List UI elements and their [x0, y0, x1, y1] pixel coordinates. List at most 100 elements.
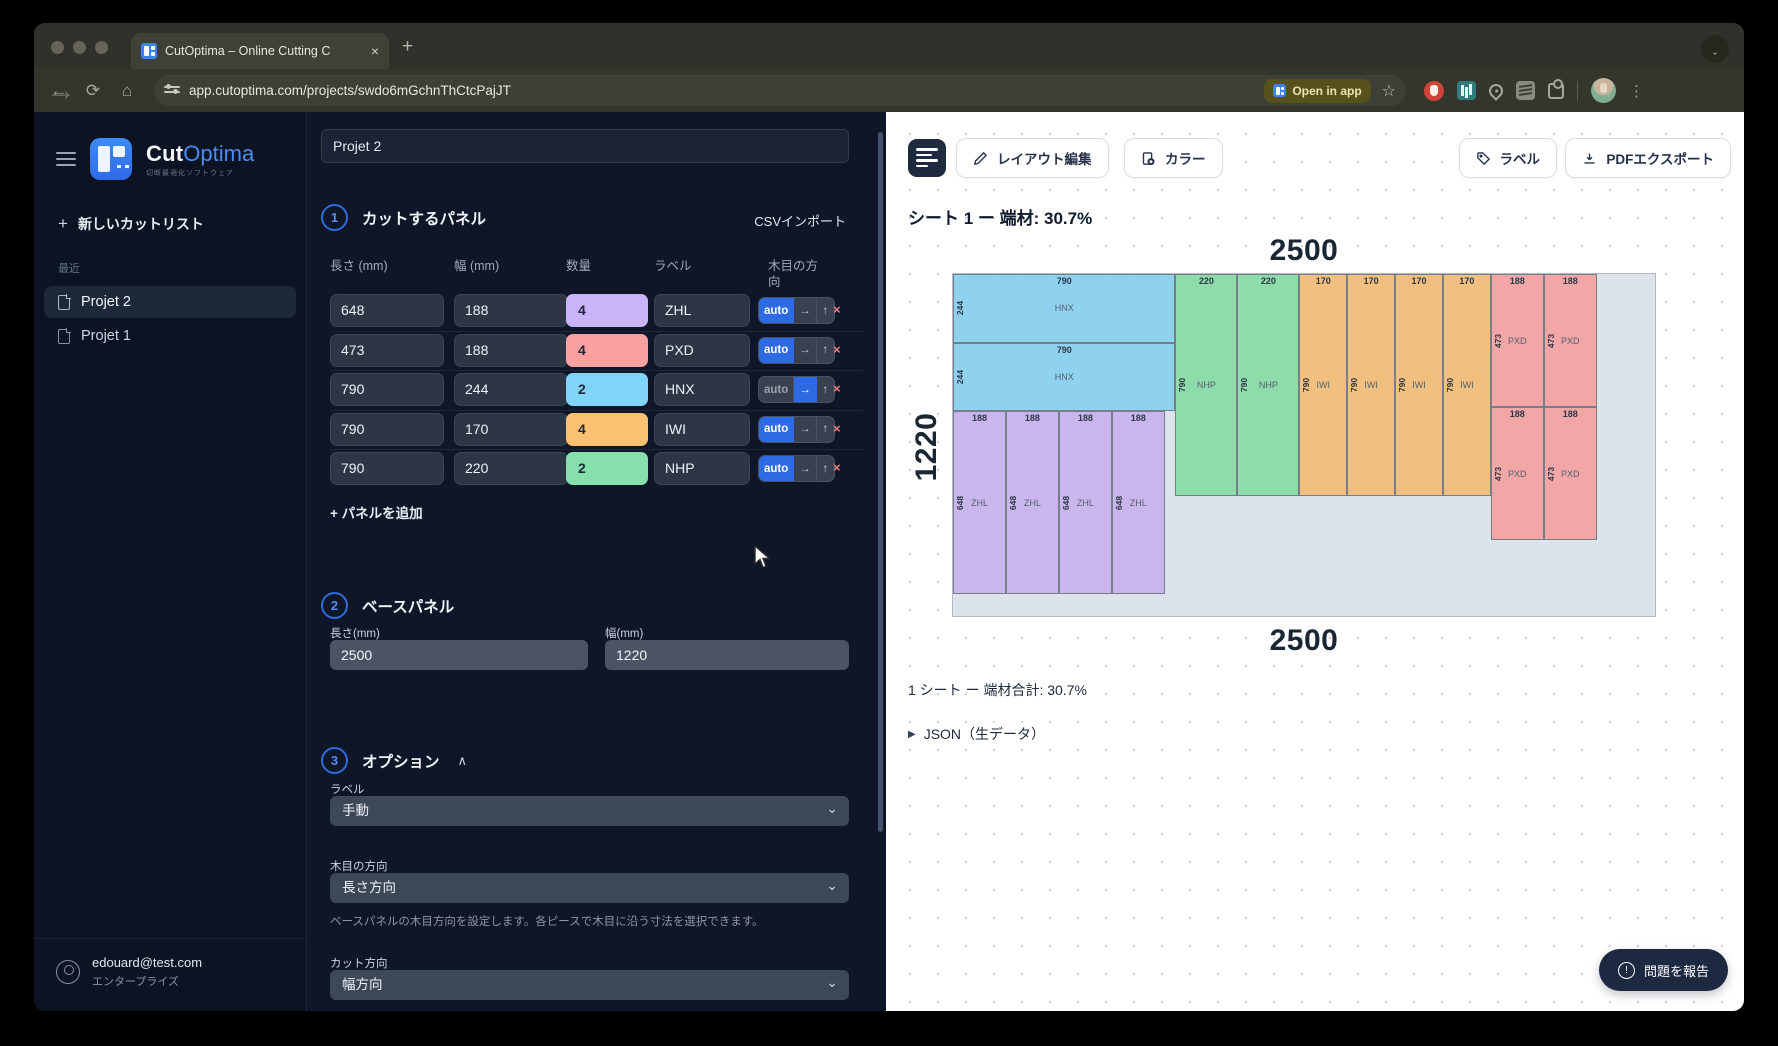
extension-icon[interactable]: [1457, 81, 1476, 100]
cut-piece-zhl[interactable]: 188 648 ZHL: [1111, 411, 1165, 594]
cut-piece-zhl[interactable]: 188 648 ZHL: [1005, 411, 1059, 594]
grain-horizontal-segment[interactable]: →: [794, 337, 817, 363]
delete-row-icon[interactable]: ×: [833, 341, 841, 357]
cut-piece-pxd[interactable]: 188 473 PXD: [1490, 407, 1544, 541]
active-tab[interactable]: CutOptima – Online Cutting C ×: [131, 33, 389, 69]
grain-auto-segment[interactable]: auto: [759, 377, 795, 402]
grain-horizontal-segment[interactable]: →: [794, 298, 817, 323]
quantity-input[interactable]: 2: [566, 452, 648, 485]
toggle-list-view-button[interactable]: [908, 139, 946, 177]
delete-row-icon[interactable]: ×: [833, 381, 841, 396]
grain-auto-segment[interactable]: auto: [759, 416, 795, 442]
width-input[interactable]: 188: [454, 333, 568, 367]
minimize-window-button[interactable]: [73, 41, 86, 54]
pdf-export-button[interactable]: PDFエクスポート: [1565, 138, 1731, 178]
cut-piece-hnx[interactable]: 790 244 HNX: [953, 342, 1176, 412]
layers-extension-icon[interactable]: [1516, 81, 1535, 100]
length-input[interactable]: 648: [330, 294, 444, 327]
grain-vertical-segment[interactable]: ↑: [822, 344, 829, 356]
cut-piece-iwi[interactable]: 170 790 IWI: [1442, 274, 1491, 497]
site-settings-icon[interactable]: [164, 83, 180, 99]
window-controls[interactable]: [51, 41, 108, 54]
zoom-window-button[interactable]: [95, 41, 108, 54]
collapse-chevron-icon[interactable]: ∧: [457, 752, 468, 768]
grain-auto-segment[interactable]: auto: [759, 456, 795, 481]
hamburger-menu-icon[interactable]: [56, 148, 76, 170]
cut-direction-select[interactable]: 幅方向: [330, 967, 849, 1000]
add-panel-button[interactable]: + パネルを追加: [330, 506, 423, 521]
user-account[interactable]: edouard@test.com エンタープライズ: [34, 938, 306, 1011]
browser-menu-icon[interactable]: ⋮: [1629, 82, 1644, 100]
reload-button[interactable]: ⟳: [85, 80, 101, 100]
cut-piece-iwi[interactable]: 170 790 IWI: [1347, 274, 1396, 497]
cut-piece-hnx[interactable]: 790 244 HNX: [953, 274, 1176, 343]
label-input[interactable]: NHP: [654, 452, 750, 485]
tab-close-icon[interactable]: ×: [370, 43, 379, 59]
grain-vertical-segment[interactable]: ↑: [822, 423, 829, 435]
grain-auto-segment[interactable]: auto: [759, 337, 795, 363]
quantity-input[interactable]: 4: [566, 294, 648, 327]
csv-import-link[interactable]: CSVインポート: [754, 214, 846, 229]
layout-edit-button[interactable]: レイアウト編集: [956, 138, 1109, 178]
color-button[interactable]: カラー: [1124, 138, 1223, 178]
width-input[interactable]: 188: [454, 294, 568, 327]
delete-row-icon[interactable]: ×: [833, 302, 841, 317]
grain-horizontal-segment[interactable]: →: [794, 416, 817, 442]
width-input[interactable]: 244: [454, 373, 568, 406]
cut-piece-pxd[interactable]: 188 473 PXD: [1543, 274, 1597, 408]
grain-horizontal-segment[interactable]: →: [794, 377, 817, 402]
length-input[interactable]: 790: [330, 452, 444, 485]
grain-horizontal-segment[interactable]: →: [794, 456, 817, 481]
open-in-app-button[interactable]: Open in app: [1264, 78, 1371, 103]
grain-vertical-segment[interactable]: ↑: [822, 304, 829, 317]
sidebar-project-item[interactable]: Projet 1: [44, 320, 296, 352]
length-input[interactable]: 790: [330, 412, 444, 446]
cut-piece-iwi[interactable]: 170 790 IWI: [1299, 274, 1348, 497]
base-length-input[interactable]: 2500: [330, 640, 588, 670]
base-width-input[interactable]: 1220: [605, 640, 849, 670]
grain-direction-toggle[interactable]: auto → ↑: [758, 415, 835, 443]
labels-button[interactable]: ラベル: [1458, 138, 1557, 178]
url-text[interactable]: app.cutoptima.com/projects/swdo6mGchnThC…: [189, 83, 511, 98]
close-window-button[interactable]: [51, 41, 64, 54]
delete-row-icon[interactable]: ×: [833, 460, 841, 475]
grain-direction-toggle[interactable]: auto → ↑: [758, 336, 835, 364]
extensions-puzzle-icon[interactable]: [1548, 78, 1564, 99]
width-input[interactable]: 220: [454, 452, 568, 485]
label-input[interactable]: IWI: [654, 412, 750, 446]
grain-direction-toggle[interactable]: auto → ↑: [758, 455, 835, 482]
cut-piece-nhp[interactable]: 220 790 NHP: [1175, 274, 1238, 497]
grain-vertical-segment[interactable]: ↑: [822, 383, 829, 396]
location-pin-icon[interactable]: [1486, 80, 1506, 101]
cut-piece-iwi[interactable]: 170 790 IWI: [1395, 274, 1443, 497]
back-button[interactable]: ←: [50, 80, 68, 100]
cut-piece-zhl[interactable]: 188 648 ZHL: [1058, 411, 1112, 594]
new-tab-button[interactable]: +: [402, 36, 414, 57]
sidebar-project-item[interactable]: Projet 2: [44, 286, 296, 318]
grain-direction-toggle[interactable]: auto → ↑: [758, 376, 835, 403]
quantity-input[interactable]: 4: [566, 333, 648, 367]
label-mode-select[interactable]: 手動: [330, 793, 849, 826]
cut-piece-zhl[interactable]: 188 648 ZHL: [953, 411, 1006, 594]
grain-vertical-segment[interactable]: ↑: [822, 462, 829, 475]
cut-piece-nhp[interactable]: 220 790 NHP: [1237, 274, 1300, 497]
editor-scrollbar[interactable]: [878, 132, 883, 832]
quantity-input[interactable]: 2: [566, 373, 648, 406]
length-input[interactable]: 790: [330, 373, 444, 406]
label-input[interactable]: HNX: [654, 373, 750, 406]
project-title-input[interactable]: Projet 2: [321, 129, 849, 163]
quantity-input[interactable]: 4: [566, 412, 648, 446]
new-cutlist-button[interactable]: + 新しいカットリスト: [34, 180, 306, 234]
json-raw-toggle[interactable]: ▶ JSON（生データ）: [908, 724, 1045, 744]
cut-piece-pxd[interactable]: 188 473 PXD: [1543, 407, 1597, 541]
label-input[interactable]: ZHL: [654, 294, 750, 327]
home-button[interactable]: ⌂: [121, 80, 133, 100]
report-problem-button[interactable]: ! 問題を報告: [1598, 949, 1728, 991]
delete-row-icon[interactable]: ×: [833, 420, 841, 436]
grain-direction-toggle[interactable]: auto → ↑: [758, 297, 835, 324]
forward-button[interactable]: →: [46, 73, 77, 107]
length-input[interactable]: 473: [330, 333, 444, 367]
url-bar[interactable]: app.cutoptima.com/projects/swdo6mGchnThC…: [154, 75, 1406, 106]
bookmark-star-icon[interactable]: ☆: [1381, 82, 1396, 100]
tab-search-chevron-icon[interactable]: ˬ: [1701, 35, 1729, 63]
